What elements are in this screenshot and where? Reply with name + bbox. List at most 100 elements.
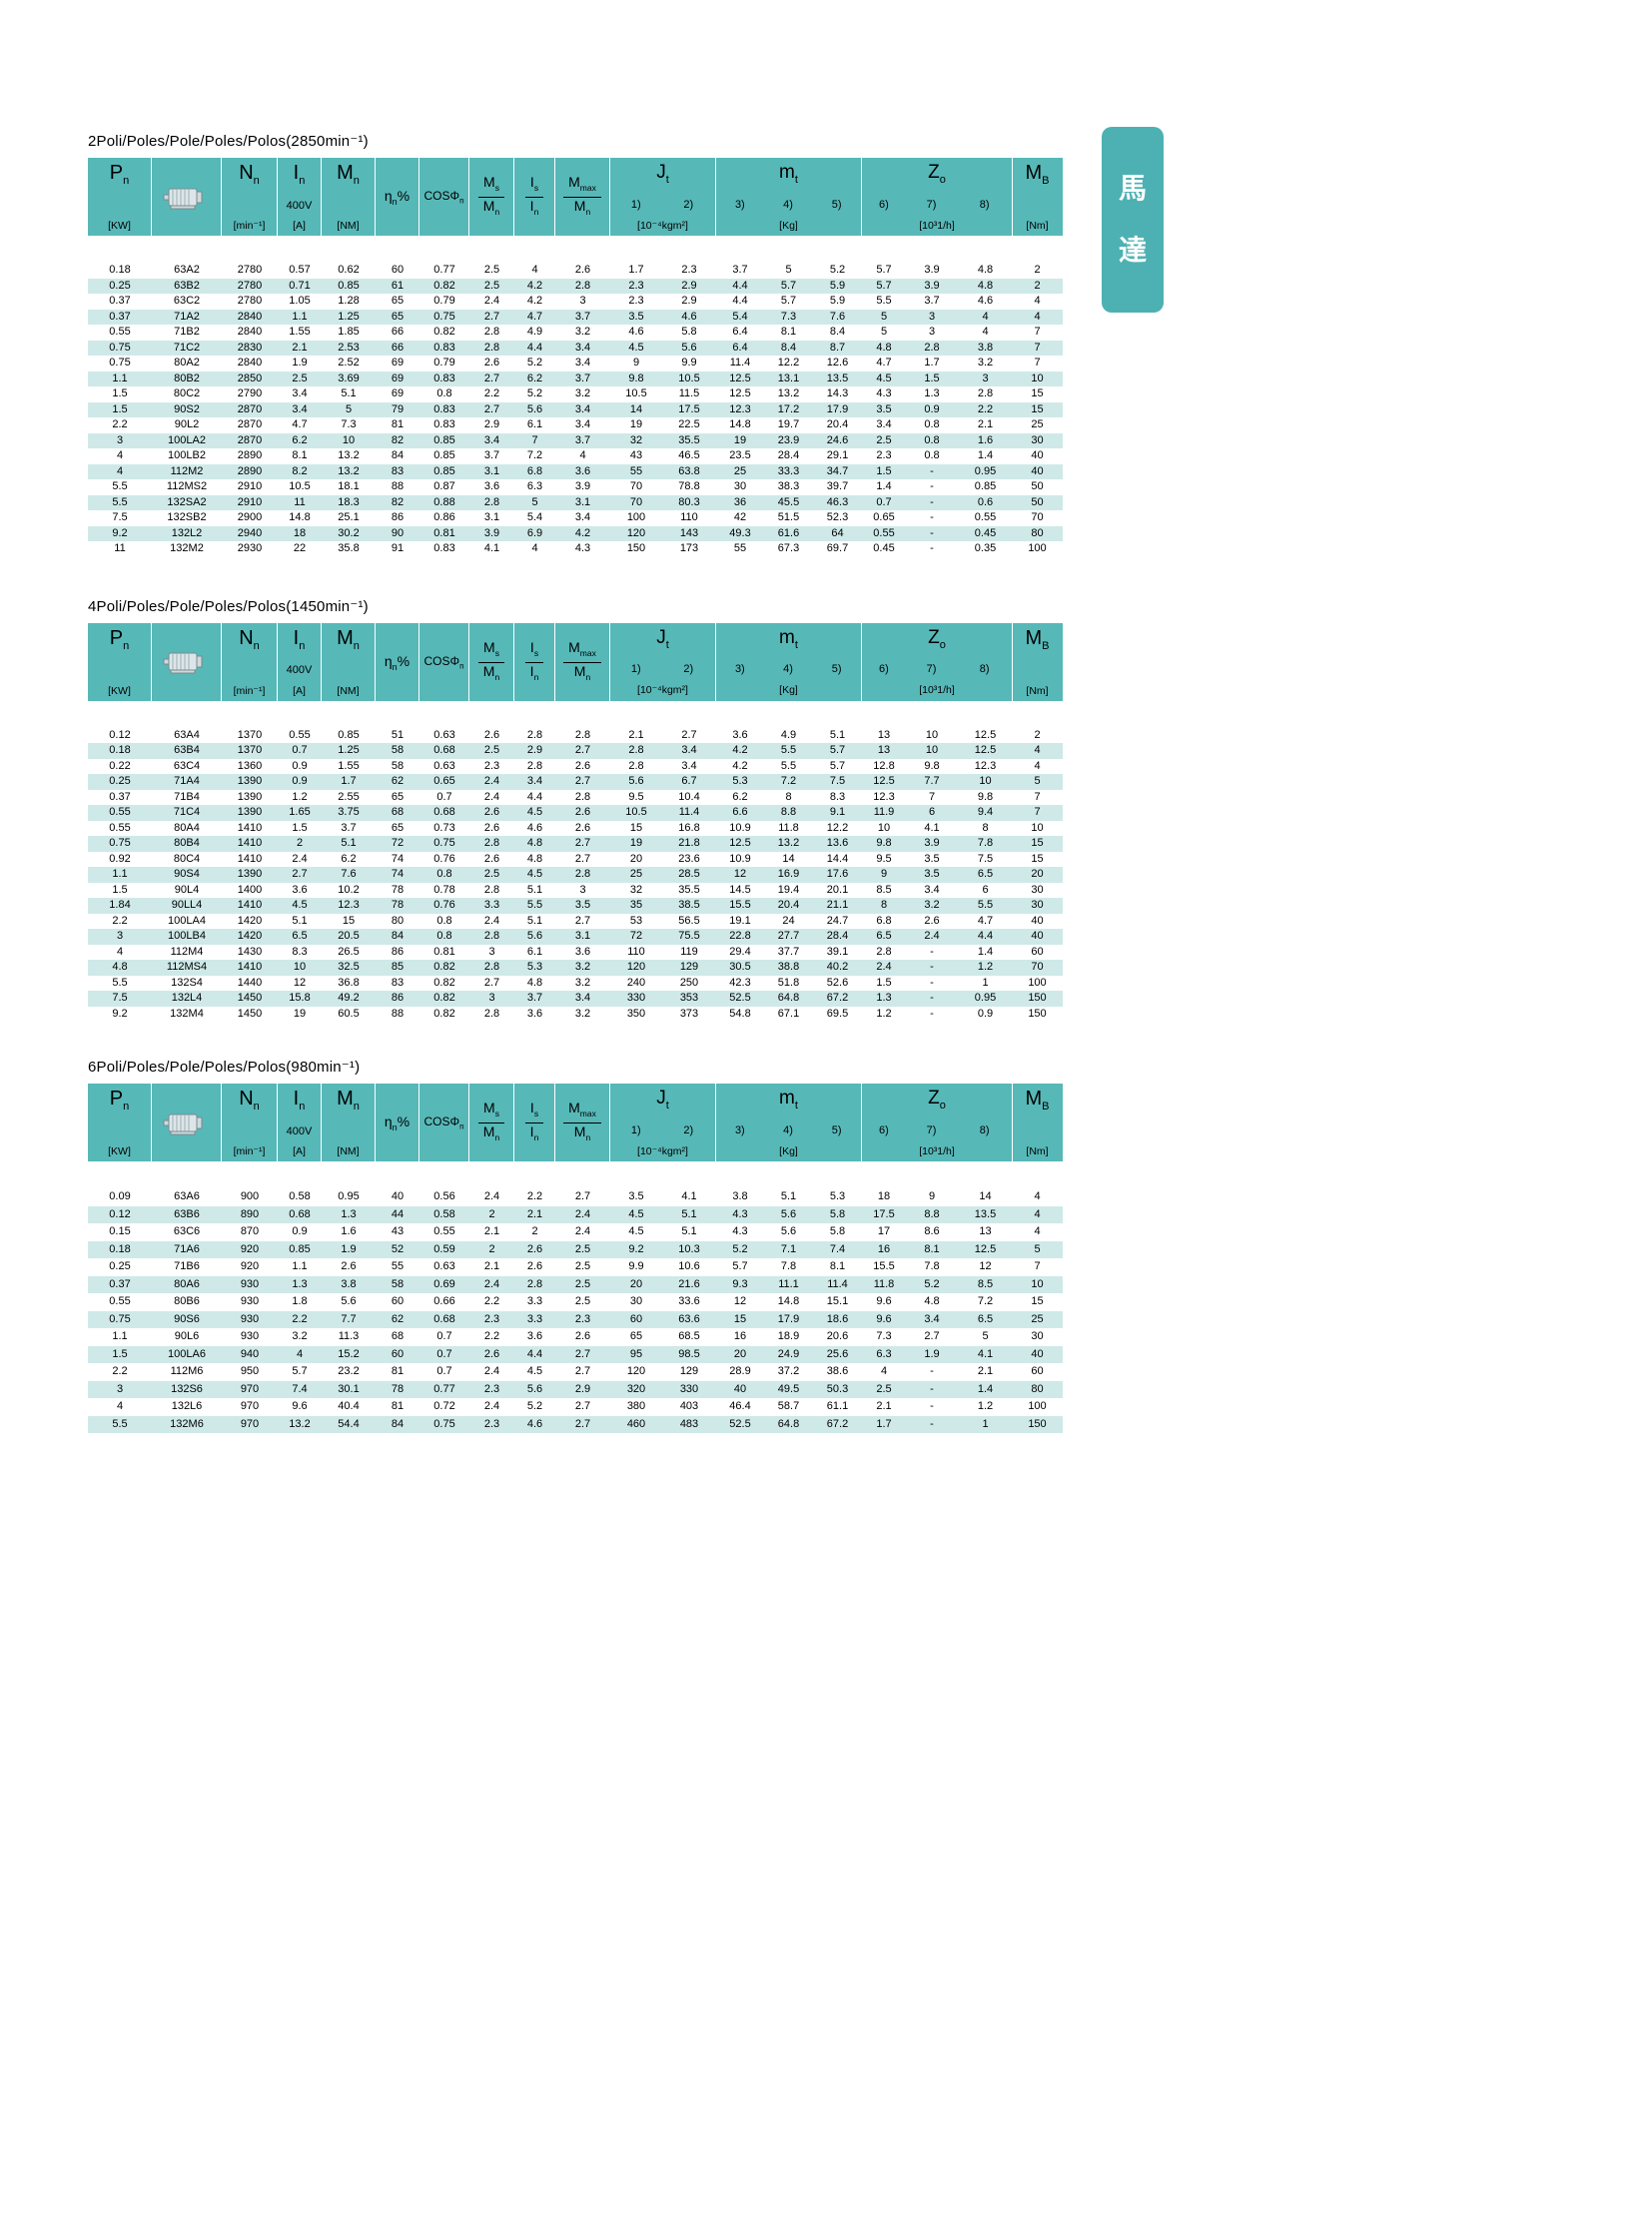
table-cell: 2.5 — [292, 372, 308, 384]
table-cell: 3.8 — [341, 1277, 357, 1290]
table-cell: 9.3 — [732, 1277, 748, 1290]
table-cell: 5 — [1034, 1242, 1041, 1255]
col-header-pn: Pn [KW] — [88, 622, 152, 701]
motor-table-6pole: Pn [KW] Nn [min⁻¹] In 400V [A] Mn [NM] ηn% COSΦ… — [88, 1084, 1063, 1433]
col-header-mn: Mn [NM] — [322, 622, 376, 701]
table-row: 0.55 80B6 930 1.8 5.6 60 0.66 2.2 3.3 2.5 30 33.6 12… — [88, 1293, 1063, 1311]
table-section-6pole: 6Poli/Poles/Pole/Poles/Polos(980min⁻¹) P… — [88, 1058, 1063, 1433]
table-cell: 70 — [1031, 961, 1044, 973]
table-cell: 2.8 — [977, 387, 994, 399]
table-cell: 14 — [629, 402, 643, 415]
table-cell: 4.5 — [526, 806, 543, 818]
table-cell: 8 — [785, 790, 792, 803]
table-cell: 5.4 — [732, 310, 748, 323]
table-cell: 5.1 — [681, 1225, 697, 1237]
table-cell: 30 — [629, 1295, 643, 1307]
table-cell: 2.8 — [574, 279, 591, 292]
table-cell: 3.1 — [483, 464, 500, 477]
table-cell: 7.2 — [526, 449, 543, 461]
table-cell: 4.8 — [876, 341, 892, 354]
table-cell: 3.6 — [732, 728, 748, 741]
table-cell: 1.25 — [338, 310, 360, 323]
table-cell: 0.68 — [433, 744, 455, 756]
table-cell: 129 — [679, 961, 699, 973]
table-cell: 0.75 — [109, 837, 131, 849]
table-cell: 2.5 — [483, 744, 500, 756]
table-cell: 65 — [391, 295, 405, 307]
table-cell: 79 — [391, 402, 405, 415]
table-cell: 0.55 — [873, 526, 895, 539]
col-header-pn: Pn [KW] — [88, 1084, 152, 1161]
table-cell: 21.1 — [826, 899, 849, 911]
table-cell: 6.4 — [732, 341, 748, 354]
table-cell: 5.7 — [292, 1365, 308, 1377]
table-cell: 4.4 — [977, 930, 994, 942]
table-cell: 82 — [391, 495, 405, 508]
table-cell: - — [930, 1365, 934, 1377]
table-cell: 11.4 — [827, 1277, 848, 1290]
table-cell: 1.2 — [876, 1007, 892, 1020]
table-cell: 0.95 — [974, 464, 997, 477]
table-cell: 120 — [626, 1365, 646, 1377]
table-cell: 2870 — [237, 402, 263, 415]
table-cell: 4.5 — [628, 341, 644, 354]
col-subheader-zo-2: 7) — [926, 198, 937, 211]
table-cell: 29.4 — [729, 945, 751, 958]
table-cell: 2890 — [237, 449, 263, 461]
table-cell: 1450 — [237, 992, 263, 1004]
table-cell: 1.4 — [977, 449, 994, 461]
table-cell: 33.3 — [777, 464, 800, 477]
table-cell: 2.8 — [526, 759, 543, 772]
table-cell: 7.7 — [341, 1312, 357, 1325]
table-cell: 3.2 — [574, 387, 591, 399]
table-cell: - — [930, 1382, 934, 1395]
table-cell: 5.2 — [829, 264, 846, 276]
table-cell: 71B2 — [174, 326, 200, 338]
table-row: 0.22 63C4 1360 0.9 1.55 58 0.63 2.3 2.8 2.6 2.8 3.4… — [88, 759, 1063, 775]
table-cell: 5.5 — [112, 976, 128, 989]
table-cell: 19 — [629, 837, 643, 849]
table-cell: 1420 — [237, 914, 263, 927]
table-cell: 0.82 — [433, 961, 455, 973]
table-cell: 14.8 — [289, 511, 311, 523]
table-cell: 71A4 — [174, 775, 200, 787]
table-cell: 330 — [679, 1382, 699, 1395]
table-cell: 4.3 — [732, 1225, 748, 1237]
col-header-mt: mt 3) 4) 5) [Kg] — [716, 1084, 862, 1161]
table-cell: 43 — [391, 1225, 405, 1237]
table-cell: 5.6 — [526, 930, 543, 942]
col-header-mmax-mn: Mmax Mn — [555, 622, 610, 701]
table-cell: 20.1 — [826, 883, 849, 896]
table-cell: 7 — [1034, 1260, 1041, 1272]
table-cell: 0.85 — [338, 728, 360, 741]
table-cell: 1.9 — [924, 1347, 940, 1360]
table-cell: 86 — [391, 992, 405, 1004]
table-cell: 70 — [629, 495, 643, 508]
col-header-mb: MB [Nm] — [1025, 626, 1050, 697]
table-cell: 2.6 — [483, 728, 500, 741]
col-header-cos: COSΦn — [419, 622, 469, 701]
table-cell: 40 — [391, 1190, 405, 1202]
table-cell: 12.2 — [777, 357, 800, 369]
table-title-6pole: 6Poli/Poles/Pole/Poles/Polos(980min⁻¹) — [88, 1059, 361, 1076]
table-cell: 900 — [240, 1190, 260, 1202]
table-cell: 10 — [925, 744, 939, 756]
table-cell: 4.9 — [526, 326, 543, 338]
table-cell: 5.1 — [341, 387, 357, 399]
table-cell: 5.8 — [829, 1225, 846, 1237]
table-cell: 25.6 — [826, 1347, 849, 1360]
table-cell: 112MS4 — [166, 961, 208, 973]
table-cell: 37.7 — [777, 945, 800, 958]
table-cell: 112M6 — [170, 1365, 204, 1377]
table-cell: 2.6 — [526, 1260, 543, 1272]
table-cell: 3.7 — [483, 449, 500, 461]
col-subheader-mt-3: 5) — [831, 663, 842, 676]
side-tab-char: 馬 — [1118, 173, 1147, 204]
table-cell: 1.1 — [292, 1260, 308, 1272]
table-cell: 30.5 — [729, 961, 751, 973]
table-cell: 5.7 — [829, 759, 846, 772]
table-cell: 4.4 — [526, 341, 543, 354]
table-cell: 5 — [785, 264, 792, 276]
table-cell: 38.8 — [777, 961, 800, 973]
col-subheader-jt-1: 1) — [630, 663, 641, 676]
